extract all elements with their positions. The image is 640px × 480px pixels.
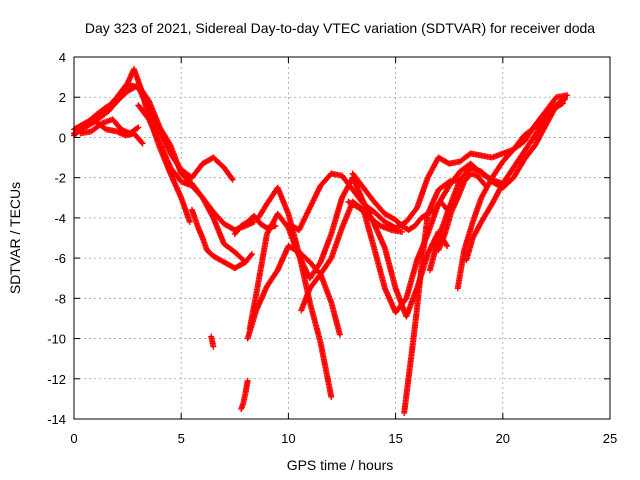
- data-point: [444, 243, 451, 250]
- y-tick-label: -4: [54, 211, 66, 226]
- series-7: [208, 333, 217, 350]
- series-5: [135, 102, 249, 266]
- data-point: [560, 97, 567, 104]
- data-point: [561, 96, 568, 103]
- data-point: [244, 377, 251, 384]
- series-15: [349, 170, 453, 233]
- series-19: [454, 96, 568, 292]
- series-18: [435, 170, 489, 254]
- x-tick-label: 20: [496, 431, 510, 446]
- plot-frame: [73, 56, 611, 420]
- data-point: [186, 218, 193, 225]
- data-point: [134, 125, 141, 132]
- data-point: [229, 176, 236, 183]
- y-tick-label: -2: [54, 171, 66, 186]
- x-tick-label: 25: [603, 431, 617, 446]
- data-point: [328, 393, 335, 400]
- x-tick-label: 0: [70, 431, 77, 446]
- data-point: [336, 331, 343, 338]
- y-tick-label: 0: [59, 130, 66, 145]
- y-tick-label: 4: [59, 50, 66, 65]
- data-point: [558, 101, 565, 108]
- y-tick-label: 2: [59, 90, 66, 105]
- y-tick-label: -14: [47, 412, 66, 427]
- data-point: [248, 251, 255, 258]
- x-tick-label: 10: [281, 431, 295, 446]
- data-point: [210, 343, 217, 350]
- y-tick-label: -10: [47, 332, 66, 347]
- y-tick-label: -8: [54, 291, 66, 306]
- data-point: [559, 100, 566, 107]
- series-16: [401, 176, 463, 416]
- data-point: [135, 124, 142, 131]
- y-axis-label: SDTVAR / TECUs: [7, 182, 23, 294]
- data-point: [399, 228, 406, 235]
- y-tick-label: -12: [47, 372, 66, 387]
- chart-title: Day 323 of 2021, Sidereal Day-to-day VTE…: [85, 20, 595, 36]
- x-axis-label: GPS time / hours: [287, 457, 394, 473]
- x-tick-label: 5: [178, 431, 185, 446]
- data-points: [71, 66, 571, 416]
- series-6: [188, 206, 255, 272]
- data-point: [139, 140, 146, 147]
- series-4: [77, 116, 142, 137]
- series-8: [238, 377, 251, 412]
- y-tick-label: -6: [54, 251, 66, 266]
- series-20: [463, 100, 566, 264]
- series-21: [345, 198, 406, 235]
- data-point: [138, 139, 145, 146]
- x-tick-label: 15: [388, 431, 402, 446]
